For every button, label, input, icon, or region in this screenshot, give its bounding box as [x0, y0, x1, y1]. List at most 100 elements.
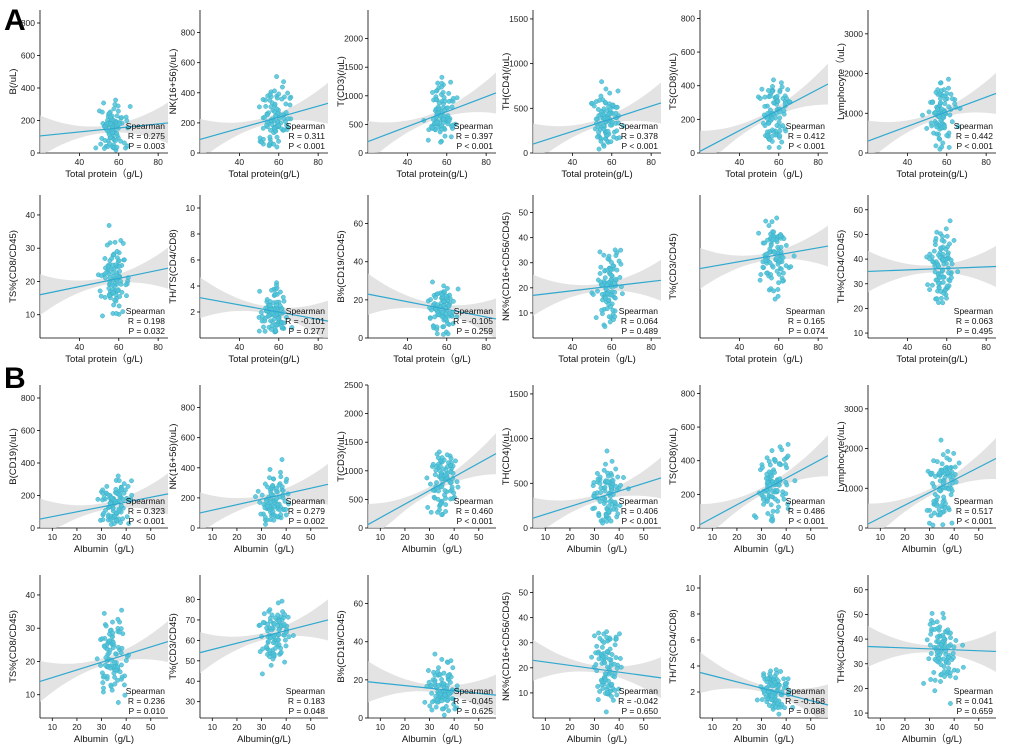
- data-point: [764, 129, 770, 135]
- x-axis-label: Total protein（g/L): [65, 168, 143, 180]
- stats-annotation: R = -0.105: [453, 316, 493, 326]
- data-point: [276, 91, 282, 97]
- data-point: [589, 654, 594, 660]
- data-point: [112, 239, 118, 245]
- data-point: [943, 97, 948, 103]
- x-axis-label: Albumin（g/L): [402, 543, 462, 555]
- data-point: [603, 461, 608, 467]
- data-point: [780, 278, 785, 284]
- data-point: [447, 310, 452, 316]
- data-point: [600, 686, 606, 691]
- y-tick-label: 40: [519, 613, 529, 623]
- data-point: [123, 114, 129, 120]
- data-point: [101, 100, 107, 106]
- data-point: [274, 514, 280, 520]
- data-point: [265, 503, 270, 509]
- x-tick-label: 40: [121, 532, 131, 542]
- x-axis-label: Albumin（g/L): [567, 733, 627, 745]
- data-point: [942, 674, 947, 679]
- data-point: [785, 453, 791, 459]
- data-point: [602, 660, 608, 666]
- data-point: [267, 467, 273, 472]
- y-tick-label: 10: [186, 203, 196, 213]
- x-tick-label: 60: [774, 342, 784, 352]
- y-tick-label: 30: [26, 243, 36, 253]
- data-point: [431, 323, 436, 329]
- data-point: [935, 494, 941, 500]
- scatter-plot-16: 10 20 30 40 50050010001500Albumin（g/L)TH(CD4…: [501, 385, 662, 555]
- y-tick-label: 10: [26, 310, 36, 320]
- regression-line: [367, 92, 497, 143]
- data-point: [782, 100, 788, 106]
- y-tick-label: 1500: [509, 389, 528, 399]
- data-point: [99, 636, 105, 642]
- data-point: [940, 452, 946, 457]
- data-point: [448, 79, 453, 85]
- y-axis-label: TH(CD4)(/uL): [501, 428, 512, 486]
- data-point: [113, 651, 119, 657]
- data-point: [943, 226, 949, 232]
- data-point: [765, 479, 770, 485]
- data-point: [101, 673, 107, 679]
- y-tick-label: 20: [854, 683, 864, 693]
- data-point: [601, 252, 607, 258]
- stats-annotation: R = 0.236: [128, 696, 165, 706]
- data-point: [115, 473, 121, 479]
- stats-annotation: R = 0.460: [456, 506, 493, 516]
- data-point: [935, 280, 941, 286]
- data-point: [604, 306, 610, 312]
- data-point: [450, 665, 456, 671]
- data-point: [615, 88, 621, 94]
- data-point: [109, 282, 115, 288]
- scatter-plot-21: 10 20 30 40 50 0 20 40 60 Albumin（g/L) B%(CD19/CD4…: [336, 575, 497, 745]
- data-point: [933, 143, 939, 149]
- data-point: [450, 298, 456, 304]
- data-point: [935, 107, 940, 112]
- x-tick-label: 80: [813, 157, 823, 167]
- x-tick-label: 50: [639, 532, 649, 542]
- data-point: [258, 511, 264, 517]
- y-tick-label: 30: [186, 697, 196, 707]
- x-axis-label: Albumin（g/L): [734, 733, 794, 745]
- data-point: [610, 263, 616, 269]
- regression-line: [532, 477, 662, 519]
- stats-annotation: R = 0.378: [621, 131, 658, 141]
- data-point: [769, 219, 775, 225]
- data-point: [284, 127, 290, 132]
- data-point: [119, 607, 125, 613]
- data-point: [278, 474, 284, 480]
- data-point: [278, 649, 284, 655]
- data-point: [276, 618, 282, 624]
- y-tick-label: 30: [854, 279, 864, 289]
- data-point: [93, 145, 99, 151]
- data-point: [260, 620, 266, 625]
- data-point: [117, 268, 123, 274]
- stats-annotation: R = 0.041: [956, 696, 993, 706]
- data-point: [598, 138, 604, 144]
- data-point: [111, 670, 117, 676]
- data-point: [781, 496, 787, 502]
- data-point: [440, 331, 446, 337]
- data-point: [119, 289, 125, 295]
- data-point: [756, 230, 761, 236]
- data-point: [444, 452, 450, 458]
- data-point: [769, 697, 774, 703]
- data-point: [425, 137, 431, 143]
- data-point: [947, 241, 952, 247]
- x-tick-label: 30: [97, 722, 107, 732]
- stats-annotation: Spearman: [786, 496, 825, 506]
- data-point: [934, 229, 940, 235]
- stats-annotation: R = 0.183: [288, 696, 325, 706]
- data-point: [785, 87, 791, 93]
- data-point: [430, 461, 436, 467]
- x-tick-label: 50: [306, 722, 316, 732]
- data-point: [422, 699, 428, 705]
- stats-annotation: Spearman: [954, 306, 993, 316]
- data-point: [454, 479, 460, 485]
- data-point: [940, 300, 946, 306]
- data-point: [927, 642, 933, 648]
- data-point: [432, 651, 438, 657]
- data-point: [267, 303, 273, 308]
- data-point: [263, 521, 268, 527]
- y-tick-label: 500: [514, 103, 528, 113]
